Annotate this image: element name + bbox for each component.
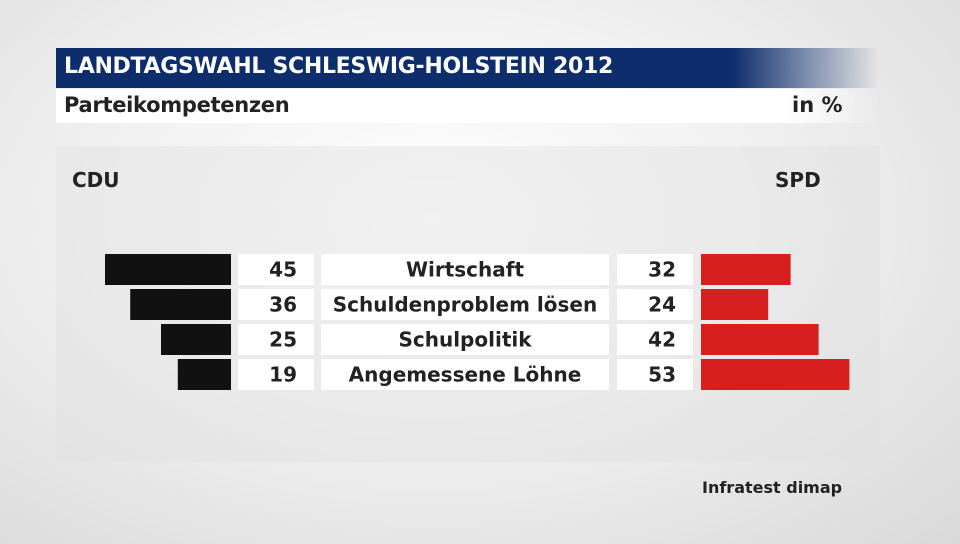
value-label-spd: 24 xyxy=(648,293,676,317)
value-box-cdu xyxy=(238,324,314,355)
value-label-spd: 42 xyxy=(648,328,676,352)
bar-cdu xyxy=(105,254,231,285)
value-label-spd: 32 xyxy=(648,258,676,282)
category-label: Angemessene Löhne xyxy=(349,363,582,387)
bar-spd xyxy=(701,324,819,355)
category-box xyxy=(321,359,609,390)
category-box xyxy=(321,324,609,355)
chart-subtitle: Parteikompetenzen xyxy=(64,93,290,117)
legend-cdu: CDU xyxy=(72,168,120,192)
subtitle-bar xyxy=(56,89,880,123)
title-bar xyxy=(56,48,880,88)
value-label-spd: 53 xyxy=(648,363,676,387)
value-box-spd xyxy=(617,359,693,390)
value-label-cdu: 19 xyxy=(269,363,297,387)
value-box-cdu xyxy=(238,359,314,390)
category-label: Wirtschaft xyxy=(406,258,525,282)
category-label: Schulpolitik xyxy=(398,328,532,352)
bar-cdu xyxy=(177,359,231,390)
value-box-cdu xyxy=(238,289,314,320)
source-label: Infratest dimap xyxy=(702,478,843,497)
legend-spd: SPD xyxy=(775,168,821,192)
value-box-spd xyxy=(617,289,693,320)
value-box-cdu xyxy=(238,254,314,285)
chart-title: LANDTAGSWAHL SCHLESWIG-HOLSTEIN 2012 xyxy=(64,54,613,79)
category-box xyxy=(321,254,609,285)
bar-cdu xyxy=(130,289,231,320)
bar-cdu xyxy=(161,324,231,355)
value-label-cdu: 25 xyxy=(269,328,297,352)
bar-spd xyxy=(701,359,850,390)
unit-label: in % xyxy=(792,93,843,117)
value-label-cdu: 45 xyxy=(269,258,297,282)
value-box-spd xyxy=(617,254,693,285)
category-box xyxy=(321,289,609,320)
category-label: Schuldenproblem lösen xyxy=(333,293,597,317)
bar-spd xyxy=(701,289,769,320)
bar-spd xyxy=(701,254,791,285)
value-label-cdu: 36 xyxy=(269,293,297,317)
value-box-spd xyxy=(617,324,693,355)
